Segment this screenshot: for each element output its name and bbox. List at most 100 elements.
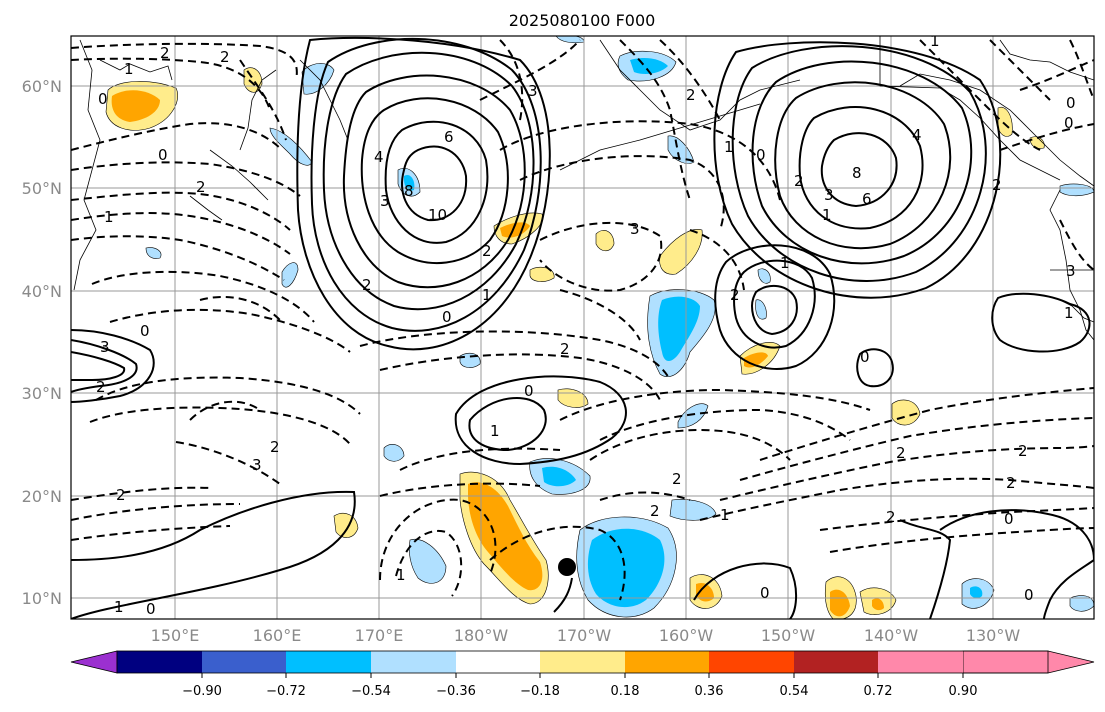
colorbar-swatch bbox=[540, 651, 625, 673]
svg-text:170°E: 170°E bbox=[355, 626, 404, 645]
svg-text:1: 1 bbox=[396, 566, 406, 584]
svg-text:140°W: 140°W bbox=[864, 626, 919, 645]
svg-text:2: 2 bbox=[1018, 442, 1028, 460]
colorbar-swatch bbox=[794, 651, 878, 673]
svg-text:20°N: 20°N bbox=[22, 487, 62, 506]
svg-text:0: 0 bbox=[158, 146, 168, 164]
svg-text:40°N: 40°N bbox=[22, 282, 62, 301]
storm-center-marker bbox=[558, 558, 576, 576]
svg-text:2: 2 bbox=[686, 86, 696, 104]
svg-text:2: 2 bbox=[992, 176, 1002, 194]
svg-text:3: 3 bbox=[100, 338, 110, 356]
svg-text:30°N: 30°N bbox=[22, 384, 62, 403]
svg-text:130°W: 130°W bbox=[966, 626, 1021, 645]
map-panel: 2 1 0 2 2 1 0 3 2 2 0 2 3 6 8 10 4 3 2 1… bbox=[71, 32, 1094, 619]
svg-text:2: 2 bbox=[896, 444, 906, 462]
colorbar-swatch bbox=[709, 651, 794, 673]
svg-text:2: 2 bbox=[270, 438, 280, 456]
svg-text:4: 4 bbox=[912, 126, 922, 144]
svg-text:2: 2 bbox=[1006, 474, 1016, 492]
svg-text:0: 0 bbox=[756, 146, 766, 164]
colorbar-tick: 0.18 bbox=[611, 684, 640, 699]
colorbar-extend-low bbox=[70, 650, 118, 674]
svg-text:2: 2 bbox=[886, 508, 896, 526]
colorbar: −0.90 −0.72 −0.54 −0.36 −0.18 0.18 0.36 … bbox=[70, 650, 1095, 699]
svg-text:0: 0 bbox=[1064, 114, 1074, 132]
svg-text:2: 2 bbox=[362, 276, 372, 294]
svg-text:1: 1 bbox=[124, 60, 134, 78]
svg-text:0: 0 bbox=[524, 382, 534, 400]
svg-text:8: 8 bbox=[852, 164, 862, 182]
svg-text:4: 4 bbox=[374, 148, 384, 166]
map-title: 2025080100 F000 bbox=[509, 11, 656, 30]
colorbar-swatch bbox=[371, 651, 456, 673]
svg-text:2: 2 bbox=[196, 178, 206, 196]
svg-text:170°W: 170°W bbox=[557, 626, 612, 645]
svg-text:3: 3 bbox=[252, 456, 262, 474]
colorbar-tick: −0.72 bbox=[266, 684, 306, 699]
svg-text:0: 0 bbox=[1024, 586, 1034, 604]
svg-text:160°E: 160°E bbox=[253, 626, 302, 645]
svg-text:6: 6 bbox=[444, 128, 454, 146]
coastlines bbox=[73, 36, 1094, 341]
svg-text:0: 0 bbox=[98, 90, 108, 108]
svg-text:3: 3 bbox=[380, 192, 390, 210]
svg-text:50°N: 50°N bbox=[22, 179, 62, 198]
svg-text:1: 1 bbox=[104, 208, 114, 226]
svg-text:0: 0 bbox=[860, 348, 870, 366]
colorbar-tick: 0.36 bbox=[695, 684, 724, 699]
svg-text:2: 2 bbox=[116, 486, 126, 504]
colorbar-extend-high bbox=[962, 650, 1095, 674]
svg-text:0: 0 bbox=[760, 584, 770, 602]
longitude-labels: 150°E 160°E 170°E 180°W 170°W 160°W 150°… bbox=[151, 626, 1021, 645]
map-frame bbox=[70, 35, 1095, 620]
svg-text:1: 1 bbox=[1064, 304, 1074, 322]
svg-text:150°E: 150°E bbox=[151, 626, 200, 645]
svg-text:8: 8 bbox=[404, 182, 414, 200]
svg-text:1: 1 bbox=[114, 598, 124, 616]
colorbar-tick: −0.90 bbox=[182, 684, 222, 699]
svg-text:3: 3 bbox=[824, 186, 834, 204]
svg-text:1: 1 bbox=[780, 254, 790, 272]
svg-text:1: 1 bbox=[930, 32, 940, 50]
svg-text:60°N: 60°N bbox=[22, 77, 62, 96]
colorbar-tick: −0.36 bbox=[436, 684, 476, 699]
svg-text:2: 2 bbox=[672, 470, 682, 488]
negative-contours bbox=[71, 39, 1094, 601]
svg-text:150°W: 150°W bbox=[761, 626, 816, 645]
svg-text:2: 2 bbox=[794, 172, 804, 190]
svg-text:1: 1 bbox=[490, 422, 500, 440]
colorbar-swatch bbox=[117, 651, 202, 673]
colorbar-tick: −0.18 bbox=[520, 684, 560, 699]
svg-text:6: 6 bbox=[862, 190, 872, 208]
contour-labels: 2 1 0 2 2 1 0 3 2 2 0 2 3 6 8 10 4 3 2 1… bbox=[96, 32, 1076, 618]
colorbar-tick: 0.90 bbox=[949, 684, 978, 699]
svg-text:3: 3 bbox=[528, 82, 538, 100]
svg-text:2: 2 bbox=[482, 242, 492, 260]
graticule bbox=[71, 36, 1094, 619]
svg-text:10°N: 10°N bbox=[22, 589, 62, 608]
svg-text:0: 0 bbox=[146, 600, 156, 618]
svg-text:1: 1 bbox=[822, 206, 832, 224]
svg-text:2: 2 bbox=[650, 502, 660, 520]
svg-text:2: 2 bbox=[160, 44, 170, 62]
svg-text:1: 1 bbox=[724, 138, 734, 156]
svg-text:2: 2 bbox=[220, 48, 230, 66]
svg-text:1: 1 bbox=[720, 506, 730, 524]
positive-contours bbox=[71, 37, 1094, 619]
svg-text:0: 0 bbox=[1004, 510, 1014, 528]
svg-text:0: 0 bbox=[1066, 94, 1076, 112]
svg-text:2: 2 bbox=[560, 340, 570, 358]
svg-text:2: 2 bbox=[96, 378, 106, 396]
colorbar-tick: 0.72 bbox=[864, 684, 893, 699]
svg-text:0: 0 bbox=[442, 308, 452, 326]
colorbar-swatch bbox=[456, 651, 540, 673]
colorbar-tick: −0.54 bbox=[351, 684, 391, 699]
svg-text:10: 10 bbox=[428, 206, 447, 224]
svg-text:180°W: 180°W bbox=[454, 626, 509, 645]
colorbar-swatch bbox=[878, 651, 963, 673]
colorbar-swatch bbox=[625, 651, 709, 673]
svg-text:0: 0 bbox=[140, 322, 150, 340]
colorbar-swatch bbox=[286, 651, 371, 673]
